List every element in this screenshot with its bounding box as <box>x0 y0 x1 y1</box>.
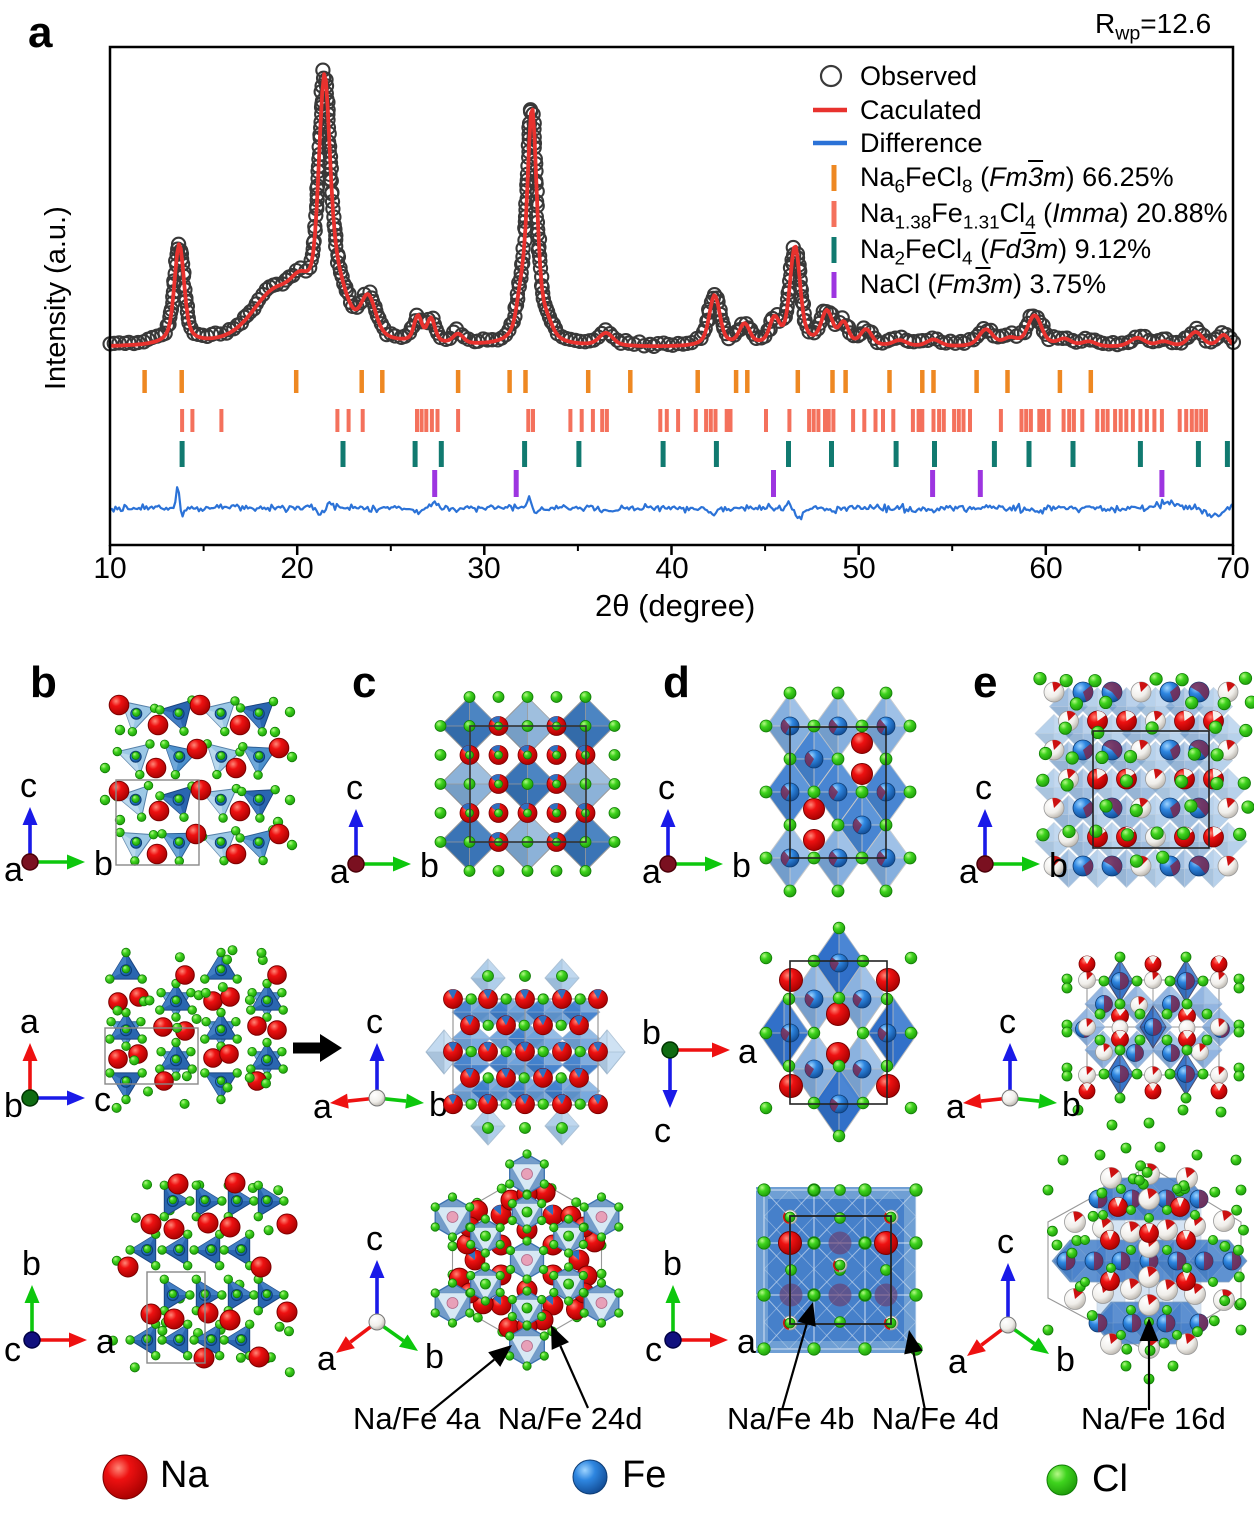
svg-text:c: c <box>366 1003 383 1041</box>
svg-text:c: c <box>94 1081 111 1119</box>
svg-text:b: b <box>1062 1086 1081 1124</box>
svg-text:c: c <box>346 769 363 807</box>
svg-text:b: b <box>420 847 439 885</box>
svg-text:a: a <box>946 1088 965 1126</box>
svg-text:b: b <box>22 1245 41 1283</box>
svg-text:a: a <box>948 1343 967 1381</box>
svg-text:a: a <box>738 1033 757 1071</box>
svg-text:c: c <box>4 1331 21 1369</box>
svg-text:a: a <box>642 853 661 891</box>
svg-text:c: c <box>999 1003 1016 1041</box>
svg-text:b: b <box>1049 847 1068 885</box>
svg-text:c: c <box>658 769 675 807</box>
svg-text:b: b <box>425 1338 444 1376</box>
svg-text:a: a <box>737 1323 756 1361</box>
svg-text:a: a <box>959 853 978 891</box>
svg-text:c: c <box>975 769 992 807</box>
svg-text:b: b <box>429 1086 448 1124</box>
svg-text:c: c <box>654 1112 671 1150</box>
svg-text:a: a <box>20 1003 39 1041</box>
svg-text:b: b <box>642 1014 661 1052</box>
svg-text:c: c <box>997 1223 1014 1261</box>
svg-text:b: b <box>4 1087 23 1125</box>
svg-text:b: b <box>1056 1341 1075 1379</box>
svg-text:c: c <box>366 1220 383 1258</box>
svg-text:b: b <box>94 845 113 883</box>
svg-text:b: b <box>732 847 751 885</box>
svg-text:a: a <box>313 1088 332 1126</box>
svg-text:c: c <box>645 1331 662 1369</box>
svg-text:c: c <box>20 767 37 805</box>
svg-text:a: a <box>330 853 349 891</box>
svg-text:a: a <box>4 851 23 889</box>
svg-text:b: b <box>663 1245 682 1283</box>
svg-text:a: a <box>317 1340 336 1378</box>
svg-text:a: a <box>96 1323 115 1361</box>
